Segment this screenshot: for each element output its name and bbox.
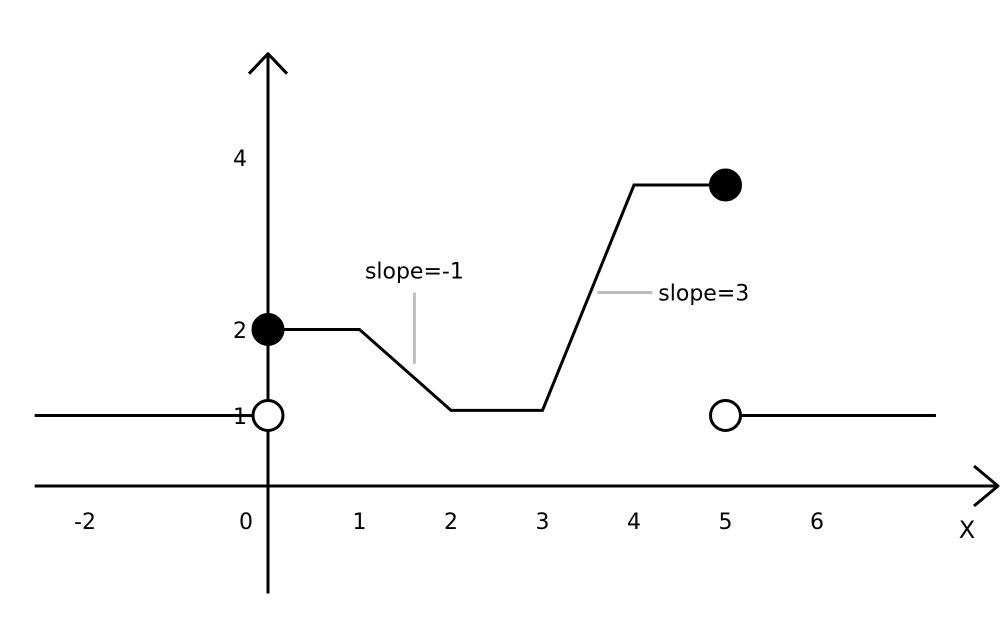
x-tick-label: 5 [719, 510, 733, 535]
slope-annotations: slope=-1 slope=3 [365, 260, 749, 364]
closed-endpoint-3 [709, 168, 742, 202]
axes [34, 52, 1000, 594]
function-segment-2 [268, 183, 726, 412]
annotation-label-1: slope=-1 [365, 260, 464, 285]
x-tick-label: -2 [74, 510, 96, 535]
y-tick-label: 1 [233, 405, 247, 430]
open-endpoint-2 [251, 398, 285, 432]
x-tick-label: 6 [810, 510, 824, 535]
x-tick-label: 4 [627, 510, 641, 535]
x-axis-label: X [959, 516, 975, 544]
annotation-label-2: slope=3 [658, 282, 749, 307]
x-tick-label: 1 [353, 510, 367, 535]
x-tick-label: 2 [444, 510, 458, 535]
x-axis-arrowhead [973, 464, 1000, 508]
endpoint-markers [251, 168, 742, 432]
tick-labels: -2 0 1 2 3 4 5 6 1 2 4 [74, 147, 824, 535]
x-tick-label: 3 [536, 510, 550, 535]
open-endpoint-4 [709, 398, 742, 432]
closed-endpoint-1 [251, 312, 285, 346]
function-segments [34, 183, 936, 417]
x-tick-label: 0 [239, 510, 253, 535]
y-axis-arrowhead [247, 52, 289, 75]
y-tick-label: 2 [233, 319, 247, 344]
y-tick-label: 4 [233, 147, 247, 172]
